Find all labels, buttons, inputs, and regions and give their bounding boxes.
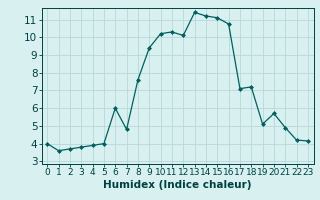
X-axis label: Humidex (Indice chaleur): Humidex (Indice chaleur)	[103, 180, 252, 190]
